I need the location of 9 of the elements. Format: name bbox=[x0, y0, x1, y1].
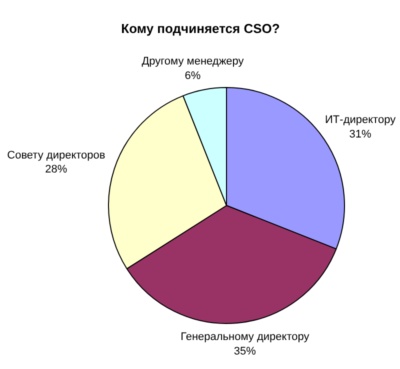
data-label: 28% bbox=[45, 164, 68, 176]
data-label: 31% bbox=[349, 128, 372, 140]
slice-label: Генеральному директору bbox=[180, 330, 310, 343]
chart-title: Кому подчиняется CSO? bbox=[121, 21, 280, 36]
data-label: 6% bbox=[184, 70, 201, 82]
slice-label: ИТ-директору bbox=[325, 114, 396, 126]
data-label: 35% bbox=[234, 345, 256, 358]
slice-label: Другому менеджеру bbox=[142, 56, 244, 68]
slice-label: Совету директоров bbox=[7, 149, 106, 162]
